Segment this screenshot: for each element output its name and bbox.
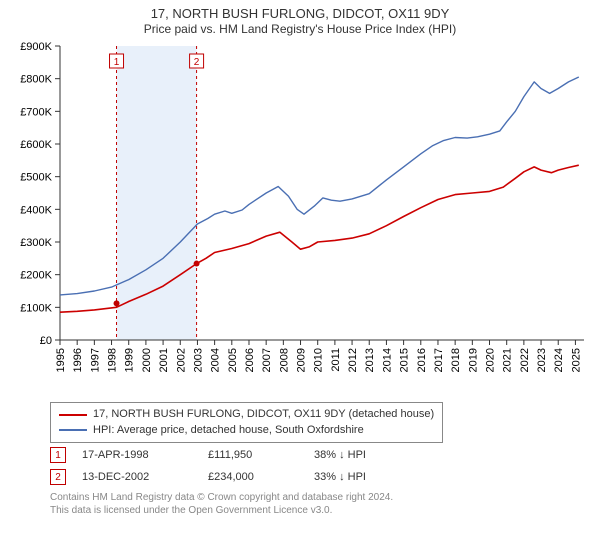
svg-text:2010: 2010 [313,348,325,372]
svg-text:£600K: £600K [20,139,52,151]
event-row: 2 13-DEC-2002 £234,000 33% ↓ HPI [50,469,590,485]
svg-text:2020: 2020 [485,348,497,372]
svg-text:2007: 2007 [261,348,273,372]
svg-text:£900K: £900K [20,41,52,53]
svg-text:2021: 2021 [502,348,514,372]
event-price: £111,950 [208,449,298,461]
chart-title: 17, NORTH BUSH FURLONG, DIDCOT, OX11 9DY [10,6,590,22]
event-row: 1 17-APR-1998 £111,950 38% ↓ HPI [50,447,590,463]
event-date: 13-DEC-2002 [82,471,192,483]
legend-swatch [59,429,87,431]
event-badge: 2 [50,469,66,485]
legend-swatch [59,414,87,416]
svg-text:2006: 2006 [244,348,256,372]
svg-text:£400K: £400K [20,205,52,217]
svg-text:£100K: £100K [20,303,52,315]
chart-subtitle: Price paid vs. HM Land Registry's House … [10,22,590,36]
svg-text:1: 1 [114,57,120,68]
svg-text:2011: 2011 [330,348,342,372]
svg-text:£700K: £700K [20,107,52,119]
svg-text:2022: 2022 [519,348,531,372]
svg-text:2014: 2014 [381,348,393,372]
legend: 17, NORTH BUSH FURLONG, DIDCOT, OX11 9DY… [50,402,443,443]
legend-label: HPI: Average price, detached house, Sout… [93,423,364,438]
svg-text:2008: 2008 [278,348,290,372]
svg-text:2013: 2013 [364,348,376,372]
svg-text:2018: 2018 [450,348,462,372]
event-badge: 1 [50,447,66,463]
legend-item: HPI: Average price, detached house, Sout… [59,423,434,438]
legend-item: 17, NORTH BUSH FURLONG, DIDCOT, OX11 9DY… [59,407,434,422]
svg-text:1998: 1998 [107,348,119,372]
svg-text:1995: 1995 [55,348,67,372]
svg-text:2002: 2002 [175,348,187,372]
svg-text:2012: 2012 [347,348,359,372]
svg-text:£0: £0 [40,335,52,347]
svg-text:2: 2 [194,57,200,68]
svg-text:2009: 2009 [296,348,308,372]
legend-label: 17, NORTH BUSH FURLONG, DIDCOT, OX11 9DY… [93,407,434,422]
svg-text:2017: 2017 [433,348,445,372]
svg-text:2005: 2005 [227,348,239,372]
event-delta: 33% ↓ HPI [314,471,366,483]
svg-text:1999: 1999 [124,348,136,372]
svg-text:£500K: £500K [20,172,52,184]
chart-area: £0 £100K £200K £300K £400K £500K £600K £700K £80… [10,40,590,400]
event-delta: 38% ↓ HPI [314,449,366,461]
svg-text:2001: 2001 [158,348,170,372]
svg-text:2025: 2025 [570,348,582,372]
svg-text:1996: 1996 [72,348,84,372]
attribution-line: Contains HM Land Registry data © Crown c… [50,491,590,504]
event-list: 1 17-APR-1998 £111,950 38% ↓ HPI 2 13-DE… [50,447,590,485]
svg-text:£800K: £800K [20,74,52,86]
attribution-line: This data is licensed under the Open Gov… [50,504,590,517]
svg-text:1997: 1997 [89,348,101,372]
svg-text:2023: 2023 [536,348,548,372]
svg-text:£300K: £300K [20,237,52,249]
attribution: Contains HM Land Registry data © Crown c… [50,491,590,517]
svg-text:2016: 2016 [416,348,428,372]
event-date: 17-APR-1998 [82,449,192,461]
svg-text:2024: 2024 [553,348,565,372]
svg-text:2003: 2003 [192,348,204,372]
svg-text:£200K: £200K [20,270,52,282]
svg-text:2000: 2000 [141,348,153,372]
event-price: £234,000 [208,471,298,483]
svg-text:2004: 2004 [210,348,222,372]
svg-text:2015: 2015 [399,348,411,372]
line-chart: £0 £100K £200K £300K £400K £500K £600K £700K £80… [10,40,590,400]
svg-text:2019: 2019 [467,348,479,372]
